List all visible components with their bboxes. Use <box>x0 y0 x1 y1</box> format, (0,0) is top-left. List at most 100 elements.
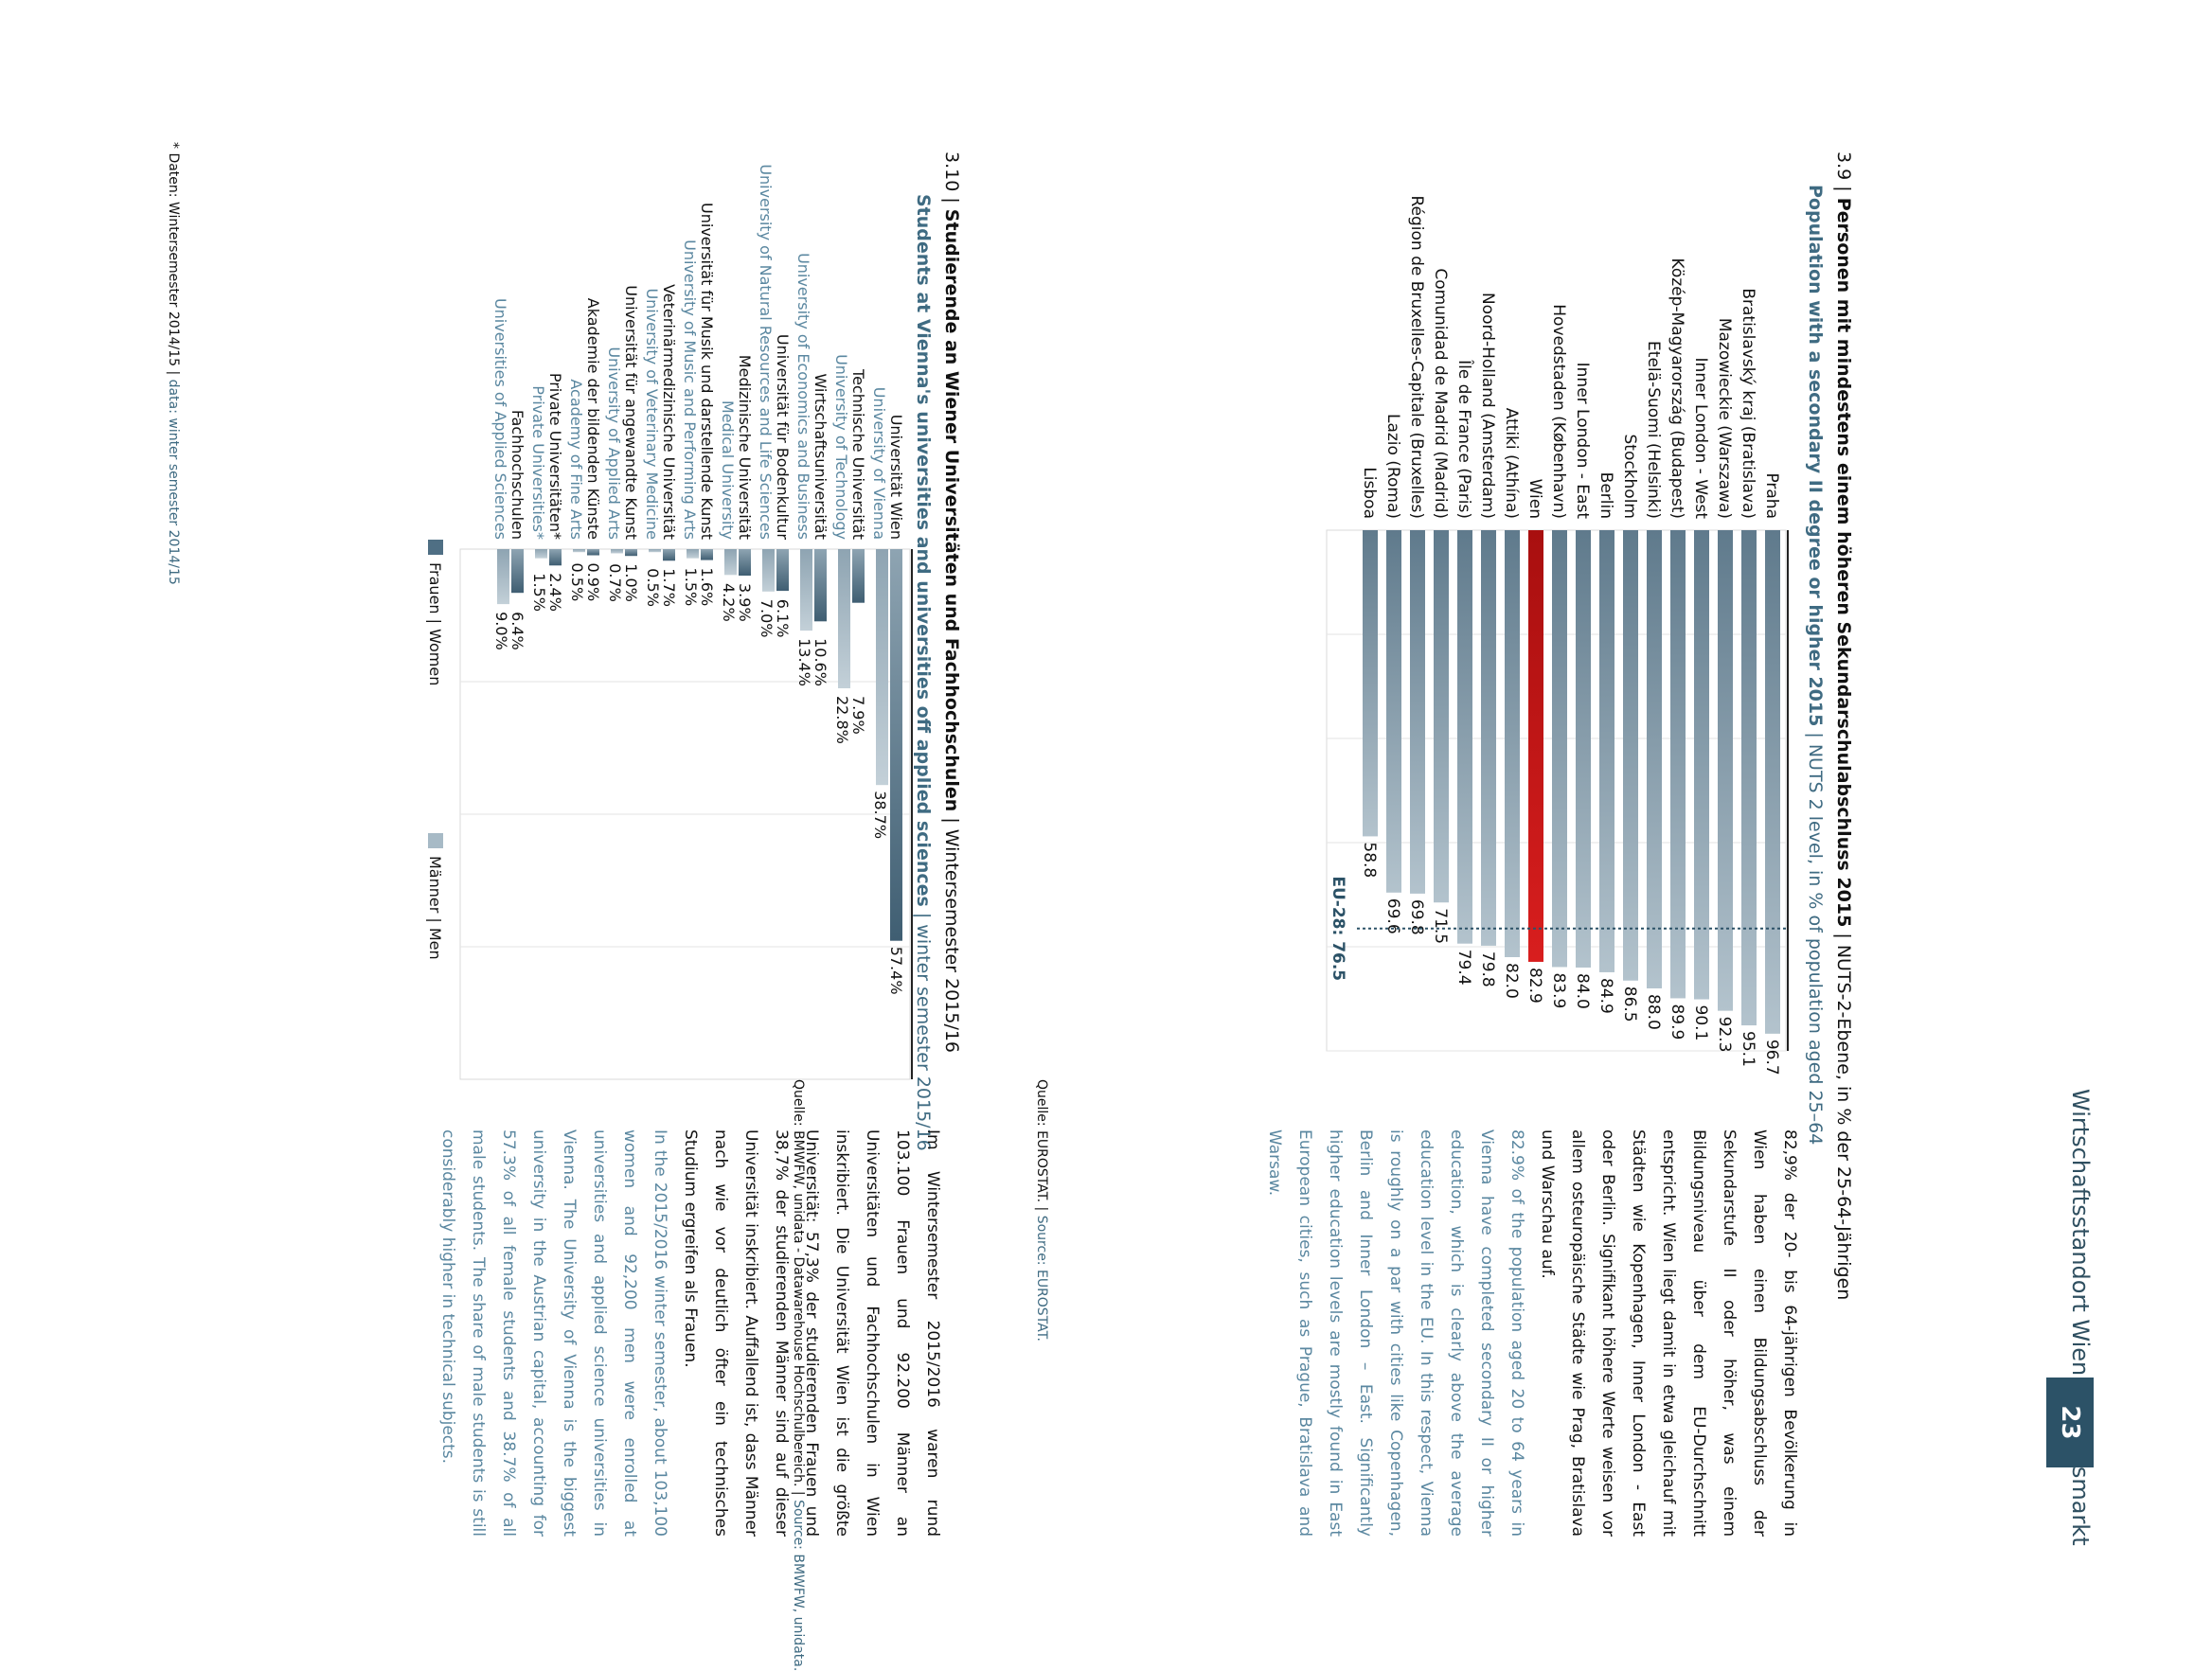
chart2-value-label-women: 10.6% <box>812 638 830 686</box>
chart2-bar-men <box>611 549 623 554</box>
chart2-legend-swatch-men <box>428 833 443 848</box>
chart1-plot: 20 40 60 80 100 Praha 96.7 Bratislavský kraj (B… <box>1326 196 1791 1075</box>
chart2-value-label-women: 6.1% <box>774 599 792 638</box>
chart1-category-label: Lazio (Roma) <box>1383 414 1402 519</box>
chart1-category-label: Praha <box>1762 472 1781 519</box>
chart1-bar <box>1647 530 1662 988</box>
chart1-tick-label: 40 <box>1789 728 1791 749</box>
chart2-bar-men <box>573 549 585 553</box>
chart1-bar <box>1481 530 1496 946</box>
chart2-tick-label: 40 000 <box>913 786 915 842</box>
chart2-bar-women <box>701 549 713 560</box>
text-en-2: In the 2015/2016 winter semester, about … <box>438 1129 669 1537</box>
chart2-bar-women <box>814 549 827 622</box>
chart2-category-label-en: University of Music and Performing Arts <box>681 240 699 540</box>
chart1-subtitle-rest: | NUTS 2 level, in % of population aged … <box>1805 726 1826 1146</box>
chart1-bar <box>1599 530 1614 972</box>
chart1-value-label: 82.9 <box>1525 968 1544 1004</box>
chart2-bar-men <box>497 549 509 605</box>
chart1-title: 3.9 | Personen mit mindestens einem höhe… <box>1833 151 1854 1301</box>
chart2-category-label-de: Universität Wien <box>887 415 905 540</box>
chart2-tick-label: 60 000 <box>913 918 915 974</box>
chart2-title-bold: Studierende an Wiener Universitäten und … <box>941 208 962 812</box>
chart1-category-label: Île de France (Paris) <box>1454 359 1475 519</box>
chart1-value-label: 58.8 <box>1360 842 1379 878</box>
chart2-value-label-men: 1.5% <box>682 568 700 607</box>
chart2-category-label-de: Wirtschaftsuniversität <box>812 373 830 540</box>
chart1-value-label: 69.6 <box>1383 898 1402 934</box>
chart1-bar <box>1694 530 1709 1000</box>
chart2-value-label-women: 57.4% <box>887 947 905 995</box>
chart1-tick-label: 60 <box>1789 832 1791 853</box>
chart2-footnote-en: data: winter semester 2014/15 <box>166 379 181 585</box>
chart2-bar-men <box>800 549 812 631</box>
chart2-bar-women <box>776 549 789 592</box>
chart1-value-label: 96.7 <box>1762 1040 1781 1075</box>
chart2-subtitle-rest: | winter semester 2015/16 <box>913 906 934 1151</box>
rotated-page: Wirtschaftsstandort Wien | Arbeitsmarkt … <box>166 142 2094 1671</box>
text-de-2: Im Wintersemester 2015/2016 waren rund 1… <box>681 1129 942 1537</box>
chart2-value-label-women: 1.7% <box>660 568 678 607</box>
chart2-category-label-de: Universität für angewandte Kunst <box>622 285 640 540</box>
chart2-category-label-de: Fachhochschulen <box>508 410 526 540</box>
chart1-subtitle-bold: Population with a secondary II degree or… <box>1805 185 1826 727</box>
chart2-bar-men <box>838 549 850 688</box>
chart1-bar <box>1434 530 1449 903</box>
chart2-legend: Frauen | Women Männer | Men <box>426 540 444 960</box>
chart2-value-label-women: 1.6% <box>698 568 716 607</box>
chart1-subtitle: Population with a secondary II degree or… <box>1805 185 1826 1145</box>
chart1-category-label: Noord-Holland (Amsterdam) <box>1478 293 1497 519</box>
chart2-value-label-men: 1.5% <box>530 573 548 612</box>
chart2-value-label-men: 4.2% <box>720 583 738 622</box>
chart1-bar <box>1765 530 1780 1034</box>
chart1-bar <box>1457 530 1472 944</box>
chart2-footnote-de: * Daten: Wintersemester 2014/15 | <box>166 142 181 380</box>
chart1-category-label: Inner London - East <box>1573 363 1592 520</box>
chart2-category-label-de: Private Universitäten* <box>546 373 564 540</box>
chart1-value-label: 79.8 <box>1478 951 1497 987</box>
chart1-category-label: Wien <box>1525 479 1544 519</box>
chart2-category-label-de: Universität für Musik und darstellende K… <box>698 203 716 540</box>
chart1-value-label: 86.5 <box>1620 987 1639 1022</box>
chart2-value-label-women: 2.4% <box>546 573 564 612</box>
chart2-value-label-men: 13.4% <box>795 638 813 686</box>
text-block-1: 82,9% der 20- bis 64-jährigen Bevölkerun… <box>1259 1129 1805 1537</box>
chart1-bar <box>1552 530 1567 968</box>
chart1-bar <box>1670 530 1686 999</box>
chart2-value-label-men: 38.7% <box>871 791 889 839</box>
chart2-category-label-en: Academy of Fine Arts <box>567 379 585 540</box>
chart1-category-label: Mazowieckie (Warszawa) <box>1715 318 1734 519</box>
text-de-1: 82,9% der 20- bis 64-jährigen Bevölkerun… <box>1538 1129 1799 1537</box>
chart2-bar-women <box>587 549 599 556</box>
chart2-category-label-de: Akademie der bildenden Künste <box>584 298 602 540</box>
chart2-legend-swatch-women <box>428 540 443 555</box>
chart1-value-label: 92.3 <box>1715 1017 1734 1053</box>
page-number: 23 <box>2046 1378 2094 1467</box>
chart1-title-bold: Personen mit mindestens einem höheren Se… <box>1833 197 1854 928</box>
chart1-value-label: 83.9 <box>1549 972 1568 1008</box>
header-title: Wirtschaftsstandort Wien | Arbeitsmarkt <box>2067 1089 2094 1546</box>
chart1-source-de: Quelle: EUROSTAT. <box>1034 1079 1049 1203</box>
chart2-value-label-women: 1.0% <box>622 563 640 602</box>
chart1-category-label: Région de Bruxelles-Capitale (Bruxelles) <box>1407 196 1426 520</box>
chart2-category-label-en: University of Applied Arts <box>605 347 623 540</box>
chart1-category-label: Etelä-Suomi (Helsinki) <box>1644 341 1663 519</box>
chart1-number: 3.9 <box>1833 151 1854 181</box>
chart2-value-label-women: 3.9% <box>736 583 754 622</box>
chart1-category-label: Berlin <box>1597 472 1615 519</box>
chart2-subtitle: Students at Vienna's universities and un… <box>913 194 934 1151</box>
chart1-bar <box>1576 530 1591 968</box>
chart1-source: Quelle: EUROSTAT. | Source: EUROSTAT. <box>1034 1079 1049 1342</box>
text-en-1: 82.9% of the population aged 20 to 64 ye… <box>1265 1129 1526 1537</box>
chart2-category-label-en: Private Universities* <box>529 385 547 540</box>
chart1-bar <box>1623 530 1638 981</box>
chart2-subtitle-bold: Students at Vienna's universities and un… <box>913 194 934 907</box>
chart1-value-label: 84.0 <box>1573 973 1592 1009</box>
chart1-svg: 20 40 60 80 100 Praha 96.7 Bratislavský kraj (B… <box>1326 196 1791 1075</box>
chart1-category-label: Attiki (Athína) <box>1502 408 1521 519</box>
chart2-category-label-en: University of Vienna <box>870 387 888 540</box>
chart2-category-label-en: University of Technology <box>832 354 850 540</box>
chart1-title-rest: | NUTS-2-Ebene, in % der 25-64-Jährigen <box>1833 927 1854 1301</box>
chart2-category-label-en: University of Veterinary Medicine <box>643 288 661 540</box>
